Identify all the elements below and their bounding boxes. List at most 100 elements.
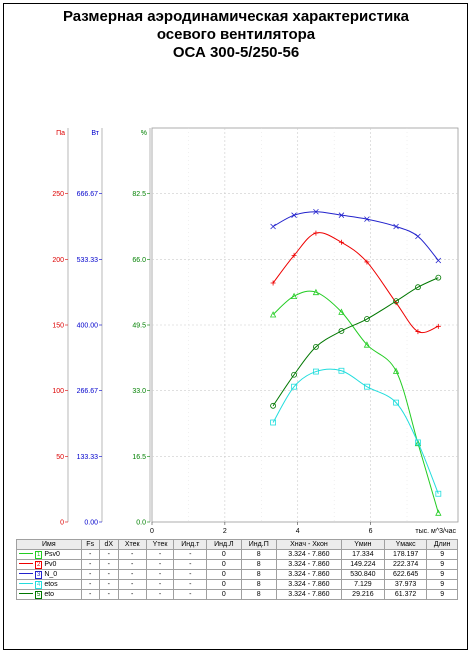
table-cell: 3.324 - 7.860 [275, 549, 343, 560]
table-cell: - [98, 579, 119, 590]
series-number: 1 [35, 550, 43, 559]
series-number: 3 [35, 570, 43, 579]
table-header-cell: dX [98, 539, 119, 550]
table-row[interactable]: 1 Psv0- - - - -0 8 3.324 - 7.860 17.334 178.197 9 [16, 549, 458, 560]
data-point-N_0 [313, 208, 319, 215]
y-axis-unit-0: Па [56, 130, 65, 137]
table-cell: - [98, 549, 119, 560]
data-point-Pv0 [270, 280, 276, 286]
data-point-Pv0 [415, 329, 421, 335]
series-number: 2 [35, 560, 43, 569]
data-point-N_0 [364, 216, 370, 222]
data-point-etos [435, 490, 442, 497]
legend-line-icon [19, 573, 33, 575]
table-header-cell: Инд.т [173, 539, 208, 550]
legend-line-icon [19, 583, 33, 585]
table-cell: - [173, 579, 208, 590]
table-row[interactable]: 5 eto - - - - -0 8 3.324 - 7.860 29.216 61.372 9 [16, 589, 458, 600]
y-tick-label: 0.00 [84, 520, 98, 527]
table-cell: - [80, 579, 100, 590]
series-name: eto [44, 590, 55, 598]
y-tick-label: 82.5 [132, 191, 146, 198]
data-point-Psv0 [269, 311, 277, 318]
y-tick-label: 66.0 [132, 257, 146, 264]
data-point-eto [338, 328, 345, 334]
data-point-Pv0 [338, 239, 344, 245]
table-cell: - [145, 589, 175, 600]
data-point-etos [338, 367, 345, 374]
table-cell: - [117, 559, 147, 570]
table-cell: 3.324 - 7.860 [275, 569, 343, 580]
y-tick-label: 666.67 [77, 191, 99, 198]
table-cell: - [80, 589, 100, 600]
data-point-N_0 [270, 223, 276, 230]
table-header-cell: Xтек [117, 539, 147, 550]
y-tick-label: 250 [52, 191, 64, 198]
x-tick-label: 0 [150, 528, 154, 535]
table-header-cell: Yмакс [383, 539, 428, 550]
data-point-Pv0 [291, 252, 297, 258]
table-cell: 9 [426, 559, 458, 570]
series-name-cell: 2 Pv0 [16, 559, 82, 570]
table-cell: 61.372 [383, 589, 428, 600]
data-point-Pv0 [364, 259, 370, 265]
y-tick-label: 0 [60, 520, 64, 527]
y-tick-label: 100 [52, 388, 64, 395]
y-tick-label: 400.00 [77, 323, 99, 330]
page-frame [3, 3, 468, 650]
table-cell: 9 [426, 579, 458, 590]
series-name: N_0 [44, 570, 58, 578]
table-row[interactable]: 4 etos - - - - -0 8 3.324 - 7.860 7.129 37.973 9 [16, 579, 458, 590]
table-cell: - [173, 559, 208, 570]
data-point-Psv0 [414, 439, 422, 447]
table-cell: 3.324 - 7.860 [275, 559, 343, 570]
table-header-cell: Yмин [341, 539, 385, 550]
table-cell: 9 [426, 569, 458, 580]
data-point-eto [435, 274, 442, 281]
series-line-Pv0 [272, 232, 439, 334]
data-point-eto [291, 371, 297, 378]
table-cell: - [117, 569, 147, 580]
table-cell: - [173, 569, 208, 580]
table-header-row: Имя Fs dX Xтек Yтек Инд.т Инд.Л Инд.П Xнач - Xко… [16, 539, 458, 550]
series-name-cell: 5 eto [16, 589, 82, 600]
y-tick-label: 33.0 [132, 388, 146, 395]
series-line-eto [272, 277, 439, 407]
data-point-N_0 [415, 233, 421, 240]
y-tick-label: 533.33 [77, 257, 99, 264]
table-header-cell: Инд.П [240, 539, 277, 550]
table-cell: - [117, 589, 147, 600]
table-cell: 0 [206, 589, 242, 600]
table-row[interactable]: 3 N_0- - - - -0 8 3.324 - 7.860 530.840 622.645 9 [16, 569, 458, 580]
y-axis-unit-2: % [141, 130, 147, 137]
y-tick-label: 0.0 [136, 520, 146, 527]
y-tick-label: 50 [56, 454, 64, 461]
data-point-Psv0 [290, 292, 298, 300]
data-point-N_0 [291, 212, 297, 218]
table-cell: - [145, 569, 175, 580]
series-name: etos [44, 580, 58, 588]
data-point-N_0 [435, 257, 442, 264]
table-row[interactable]: 2 Pv0- - - - -0 8 3.324 - 7.860 149.224 222.374 9 [16, 559, 458, 570]
table-cell: - [145, 579, 175, 590]
data-point-Psv0 [338, 308, 345, 315]
data-point-Psv0 [435, 509, 442, 516]
legend-line-icon [19, 553, 33, 555]
table-body: 1 Psv0- - - - -0 8 3.324 - 7.860 17.334 178.197 9 2… [16, 549, 458, 600]
data-point-etos [393, 399, 399, 406]
data-point-Psv0 [363, 341, 371, 348]
table-cell: 0 [206, 569, 242, 580]
table-cell: 7.129 [341, 579, 385, 590]
table-cell: 622.645 [383, 569, 428, 580]
title-line-3: ОСА 300-5/250-56 [172, 44, 300, 61]
data-point-N_0 [393, 223, 399, 230]
table-cell: 149.224 [341, 559, 385, 570]
table-cell: 8 [240, 579, 277, 590]
data-point-Pv0 [435, 323, 441, 329]
table-cell: 0 [206, 579, 242, 590]
data-point-eto [415, 284, 421, 291]
x-tick-label: 6 [369, 528, 373, 535]
table-cell: - [80, 549, 100, 560]
table-cell: 178.197 [383, 549, 428, 560]
table-cell: - [117, 549, 147, 560]
